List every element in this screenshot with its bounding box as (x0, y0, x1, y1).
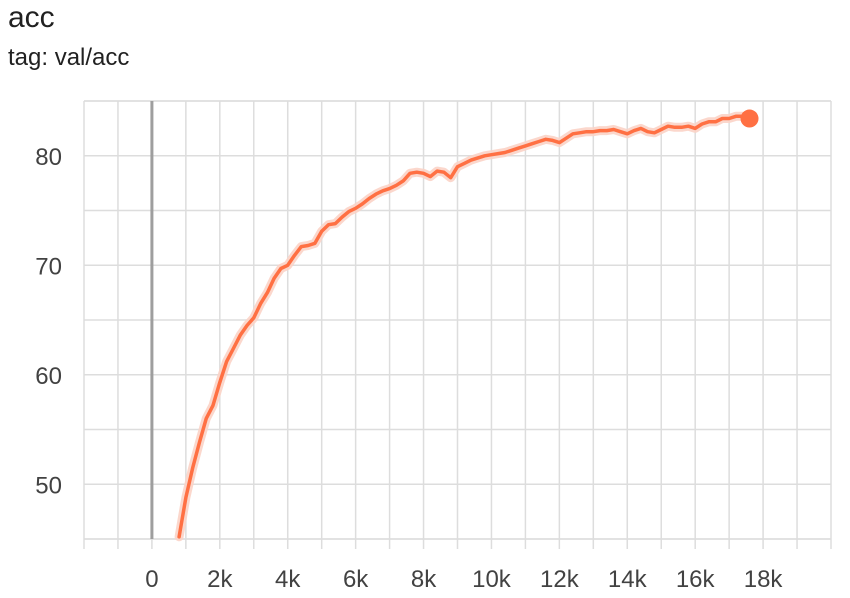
y-tick-label: 70 (35, 253, 62, 280)
x-tick-label: 6k (343, 566, 369, 593)
x-tick-label: 10k (472, 566, 512, 593)
y-tick-labels: 50 60 70 80 (35, 144, 62, 500)
x-tick-label: 2k (207, 566, 233, 593)
x-tick-label: 12k (540, 566, 580, 593)
x-tick-label: 18k (744, 566, 784, 593)
x-tick-labels: 0 2k 4k 6k 8k 10k 12k 14k 16k 18k (145, 566, 783, 593)
x-tick-label: 4k (275, 566, 301, 593)
x-tick-label: 8k (411, 566, 437, 593)
x-tick-label: 16k (676, 566, 716, 593)
series-last-point (740, 109, 759, 128)
series-lines (174, 109, 759, 542)
series-smoothed-line (177, 114, 752, 539)
chart-title: acc (8, 1, 55, 34)
y-tick-label: 60 (35, 363, 62, 390)
chart-subtitle: tag: val/acc (8, 44, 130, 71)
x-tick-label: 14k (608, 566, 648, 593)
y-tick-label: 50 (35, 472, 62, 499)
series-raw-line (174, 111, 754, 542)
y-tick-label: 80 (35, 144, 62, 171)
axes (83, 101, 832, 549)
x-tick-label: 0 (145, 566, 158, 593)
grid-lines (83, 100, 832, 540)
